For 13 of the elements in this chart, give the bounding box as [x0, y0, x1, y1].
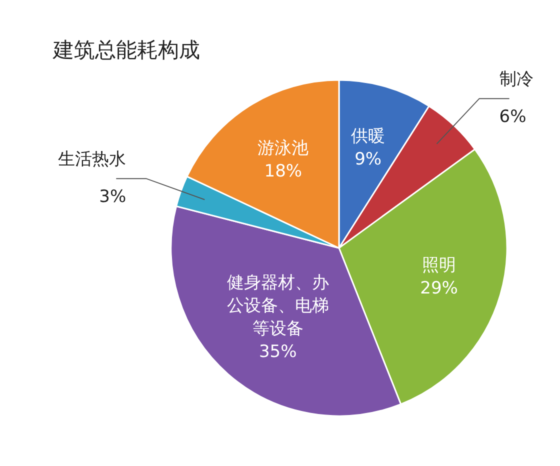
slice-label: 制冷 — [499, 70, 534, 90]
slice-label: 生活热水 — [58, 150, 126, 170]
slice-label: 健身器材、办公设备、电梯等设备 — [226, 272, 329, 339]
data-label: 18% — [264, 162, 302, 182]
slice-label: 供暖 — [351, 126, 386, 146]
data-label: 6% — [499, 107, 526, 128]
data-label: 9% — [354, 149, 382, 170]
data-label: 29% — [420, 278, 458, 299]
chart-title: 建筑总能耗构成 — [53, 37, 200, 64]
data-label: 35% — [258, 342, 297, 362]
slice-label: 照明 — [422, 256, 456, 276]
data-label: 3% — [99, 187, 126, 208]
slice-label: 游泳池 — [258, 138, 309, 159]
